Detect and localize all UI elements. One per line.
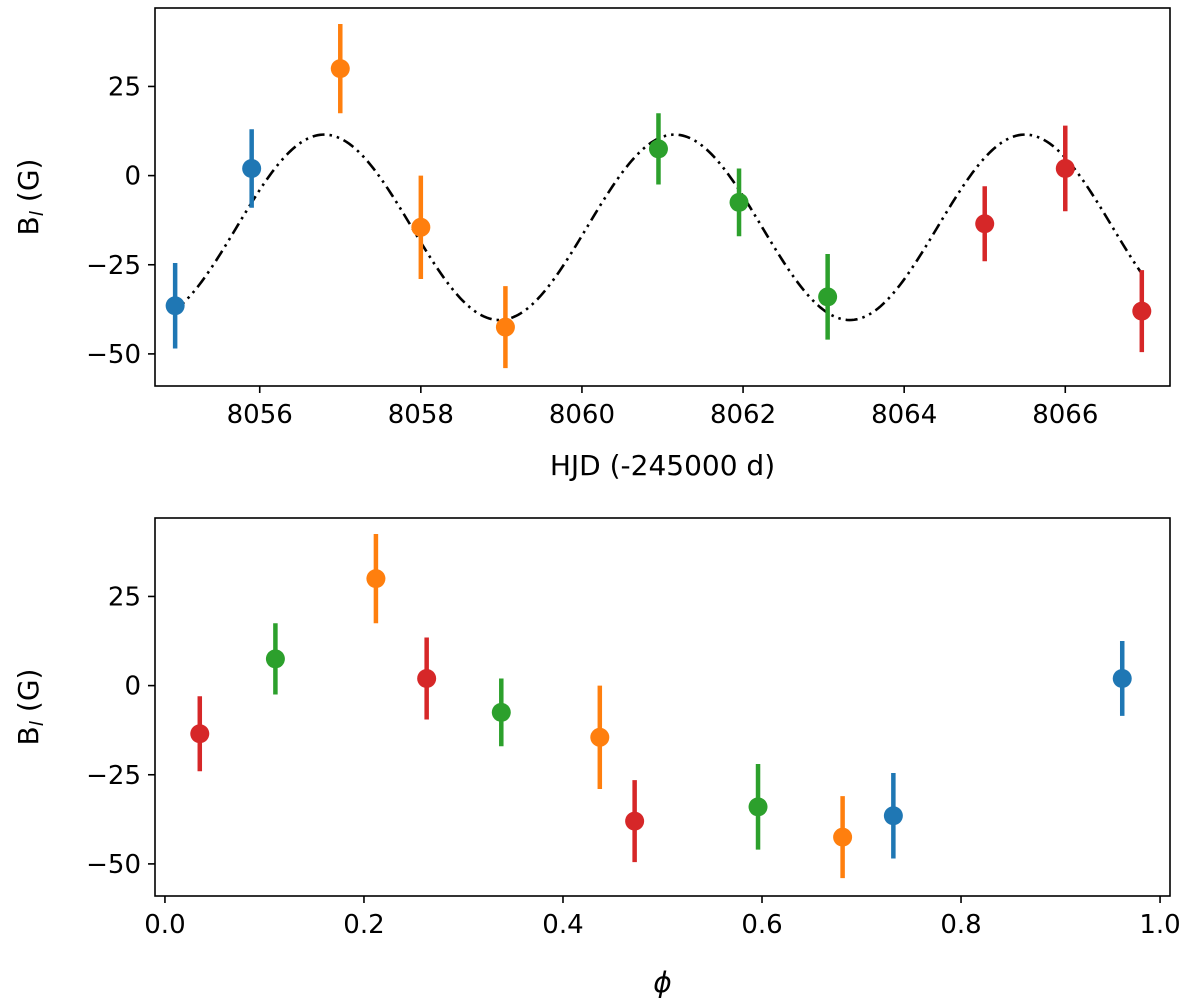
time-series-data-point [975,214,995,234]
phase-data-point [265,649,285,669]
phase-data-point [491,702,511,722]
phase-data-point [590,727,610,747]
phase-x-axis-label: ϕ [653,966,671,999]
phase-x-tick-label: 1.0 [1139,910,1180,940]
time-series-data-point [729,192,749,212]
time-series-plot-area [165,24,1152,369]
time-series-x-tick-label: 8060 [549,400,615,430]
time-series-y-tick-label: 25 [108,72,141,102]
time-series-data-point [411,217,431,237]
phase-x-tick-label: 0.4 [542,910,583,940]
phase-data-point [748,797,768,817]
phase-x-tick-label: 0.6 [741,910,782,940]
phase-x-tick-label: 0.0 [144,910,185,940]
time-series-x-tick-label: 8056 [227,400,293,430]
time-series-data-point [648,139,668,159]
phase-y-tick-label: −25 [86,761,141,791]
phase-axes-frame [154,517,1171,897]
phase-plot-area [190,534,1132,879]
time-series-x-tick-label: 8062 [710,400,776,430]
phase-data-point [417,668,437,688]
phase-data-point [833,827,853,847]
phase-y-tick-label: 25 [108,582,141,612]
phase-panel: ϕ Bl (G) 0.0 0.2 0.4 0.6 0.8 1.0 25 0 −25 −50 [12,517,1181,999]
time-series-data-point [1132,301,1152,321]
phase-y-axis-label-unit: (G) [12,669,45,721]
phase-y-axis-label: Bl (G) [12,669,48,746]
time-series-y-axis-label: Bl (G) [12,159,48,236]
phase-y-axis-label-subscript: l [26,720,48,726]
phase-y-tick-label: −50 [86,850,141,880]
time-series-axes-frame [154,7,1171,387]
phase-data-point [883,806,903,826]
time-series-y-tick-label: 0 [124,162,141,192]
time-series-x-tick-label: 8058 [388,400,454,430]
phase-y-axis-label-main: B [12,726,45,745]
time-series-data-point [165,296,185,316]
time-series-data-point [495,317,515,337]
phase-data-point [1112,668,1132,688]
time-series-data-point [1055,158,1075,178]
phase-data-point [625,811,645,831]
time-series-data-point [818,287,838,307]
time-series-data-point [242,158,262,178]
time-series-x-tick-label: 8064 [871,400,937,430]
time-series-y-axis-label-main: B [12,216,45,235]
time-series-y-axis-label-unit: (G) [12,159,45,211]
time-series-panel: HJD (-245000 d) Bl (G) 8056 8058 8060 8062 8… [12,7,1171,482]
time-series-x-axis-label: HJD (-245000 d) [550,449,775,482]
phase-data-point [366,569,386,589]
time-series-y-axis-label-subscript: l [26,210,48,216]
phase-x-tick-label: 0.2 [343,910,384,940]
time-series-y-tick-label: −25 [86,251,141,281]
phase-x-tick-label: 0.8 [940,910,981,940]
time-series-x-tick-label: 8066 [1032,400,1098,430]
time-series-y-tick-label: −50 [86,340,141,370]
phase-y-tick-label: 0 [124,672,141,702]
time-series-data-point [330,59,350,79]
phase-data-point [190,724,210,744]
